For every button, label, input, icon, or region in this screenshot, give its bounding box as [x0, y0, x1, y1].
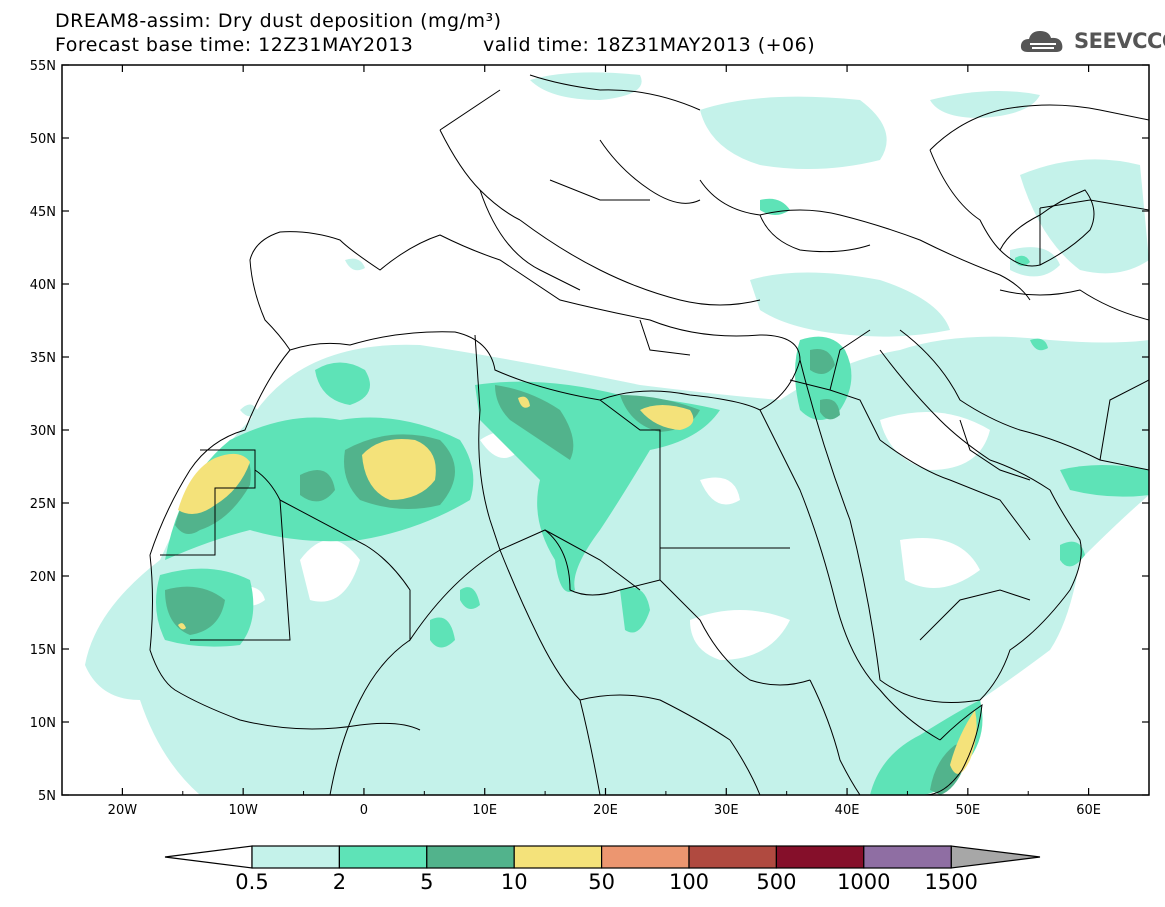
colorbar-label: 1500	[924, 870, 977, 894]
colorbar-label: 0.5	[235, 870, 268, 894]
lat-tick-label: 55N	[30, 59, 56, 74]
logo-text: SEEVCCC	[1074, 29, 1165, 53]
lat-tick-label: 35N	[30, 351, 56, 366]
lon-tick-label: 10E	[472, 803, 497, 818]
lon-tick-label: 40E	[835, 803, 860, 818]
valid-time: valid time: 18Z31MAY2013 (+06)	[483, 34, 816, 56]
dust-field	[85, 72, 1149, 795]
colorbar-label: 1000	[837, 870, 890, 894]
lat-tick-label: 50N	[30, 132, 56, 147]
lon-tick-label: 60E	[1076, 803, 1101, 818]
lon-tick-label: 10W	[228, 803, 258, 818]
colorbar-under-arrow	[164, 845, 253, 869]
lon-tick-label: 0	[360, 803, 368, 818]
lat-tick-label: 45N	[30, 205, 56, 220]
colorbar-over-arrow	[950, 845, 1041, 869]
colorbar-label: 500	[756, 870, 796, 894]
forecast-base-time: Forecast base time: 12Z31MAY2013	[55, 34, 414, 56]
lat-tick-label: 10N	[30, 716, 56, 731]
lon-tick-label: 50E	[955, 803, 980, 818]
lon-tick-label: 20W	[108, 803, 138, 818]
colorbar-label: 50	[588, 870, 615, 894]
colorbar: 0.5 2 5 10 50 100 500 1000 1500	[164, 845, 1041, 894]
lat-tick-label: 30N	[30, 424, 56, 439]
colorbar-segment	[688, 845, 778, 869]
colorbar-segment	[600, 845, 690, 869]
lat-tick-label: 40N	[30, 278, 56, 293]
lon-tick-label: 20E	[593, 803, 618, 818]
colorbar-label: 100	[669, 870, 709, 894]
dust-level-10	[178, 396, 977, 774]
lat-tick-label: 15N	[30, 643, 56, 658]
colorbar-segment	[338, 845, 428, 869]
colorbar-label: 2	[333, 870, 346, 894]
latitude-axis: 5N 10N 15N 20N 25N 30N 35N 40N 45N 50N 55N	[30, 59, 1149, 804]
lon-tick-label: 30E	[714, 803, 739, 818]
lat-tick-label: 20N	[30, 570, 56, 585]
colorbar-label: 10	[501, 870, 528, 894]
colorbar-segment	[426, 845, 515, 869]
coastlines-borders	[149, 74, 1149, 795]
colorbar-segment	[863, 845, 952, 869]
cloud-icon	[1020, 31, 1063, 52]
colorbar-segment	[513, 845, 603, 869]
lat-tick-label: 5N	[38, 789, 56, 804]
lat-tick-label: 25N	[30, 497, 56, 512]
longitude-axis: 20W 10W 0 10E 20E 30E 40E 50E 60E	[61, 65, 1150, 818]
colorbar-segment	[251, 845, 341, 869]
seevccc-logo: SEEVCCC	[1018, 26, 1165, 56]
map-title: DREAM8-assim: Dry dust deposition (mg/m³…	[55, 10, 502, 32]
colorbar-label: 5	[420, 870, 433, 894]
colorbar-segment	[775, 845, 865, 869]
